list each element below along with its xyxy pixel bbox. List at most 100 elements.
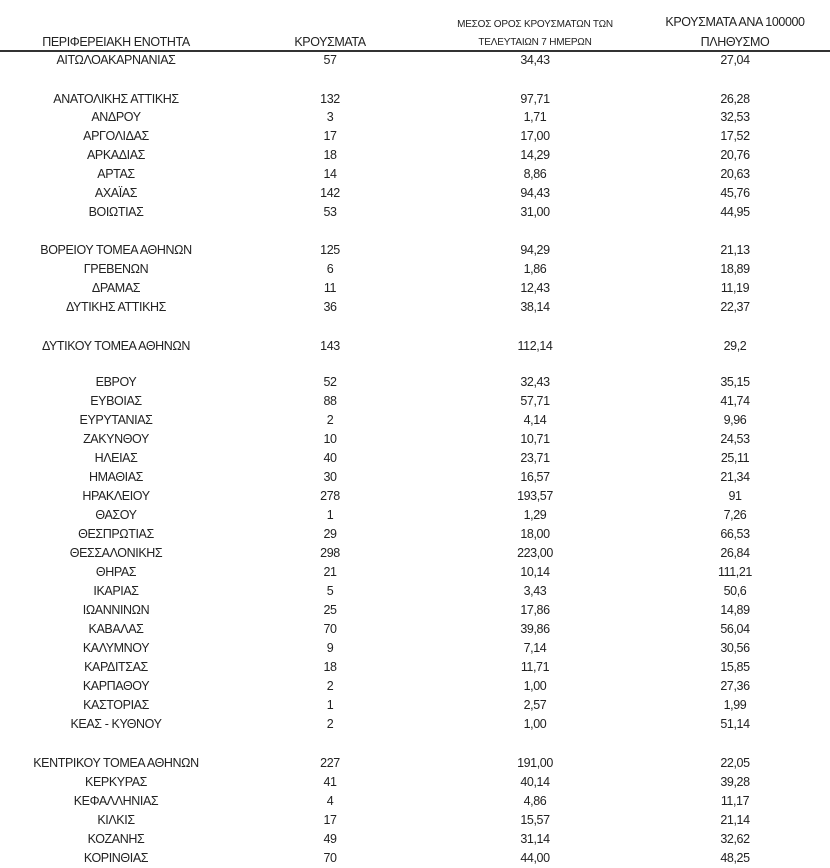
region-cell: ΙΩΑΝΝΙΝΩΝ <box>82 602 150 617</box>
cases-cell: 1 <box>326 697 334 712</box>
avg7-cell: 10,14 <box>520 564 550 579</box>
table-row: ΕΒΡΟΥ 52 32,43 35,15 <box>0 373 830 392</box>
table-row: ΙΚΑΡΙΑΣ 5 3,43 50,6 <box>0 582 830 601</box>
table-row: ΑΡΤΑΣ 14 8,86 20,63 <box>0 165 830 184</box>
per100k-cell: 22,37 <box>720 299 750 314</box>
table-row: ΔΡΑΜΑΣ 11 12,43 11,19 <box>0 279 830 298</box>
per100k-cell: 24,53 <box>720 431 750 446</box>
avg7-cell: 39,86 <box>520 621 550 636</box>
per100k-cell: 111,21 <box>718 564 752 579</box>
region-cell: ΑΡΤΑΣ <box>97 166 135 181</box>
avg7-cell: 11,71 <box>520 659 550 674</box>
region-cell: ΚΕΦΑΛΛΗΝΙΑΣ <box>73 793 159 808</box>
region-cell: ΚΟΡΙΝΘΙΑΣ <box>83 850 149 865</box>
avg7-cell: 15,57 <box>520 812 550 827</box>
cases-cell: 2 <box>326 412 334 427</box>
table-row: ΘΕΣΠΡΩΤΙΑΣ 29 18,00 66,53 <box>0 525 830 544</box>
cases-cell: 41 <box>323 774 337 789</box>
header-avg7-line2: ΤΕΛΕΥΤΑΙΩΝ 7 ΗΜΕΡΩΝ <box>478 37 592 48</box>
avg7-cell: 12,43 <box>520 280 550 295</box>
table-row: ΓΡΕΒΕΝΩΝ 6 1,86 18,89 <box>0 260 830 279</box>
region-cell: ΒΟΡΕΙΟΥ ΤΟΜΕΑ ΑΘΗΝΩΝ <box>40 242 192 257</box>
region-cell: ΘΑΣΟΥ <box>95 507 137 522</box>
per100k-cell: 11,19 <box>720 280 750 295</box>
region-cell: ΘΗΡΑΣ <box>95 564 137 579</box>
table-row: ΘΕΣΣΑΛΟΝΙΚΗΣ 298 223,00 26,84 <box>0 544 830 563</box>
avg7-cell: 40,14 <box>520 774 550 789</box>
table-row: ΖΑΚΥΝΘΟΥ 10 10,71 24,53 <box>0 430 830 449</box>
per100k-cell: 39,28 <box>720 774 750 789</box>
table-row: ΚΕΑΣ - ΚΥΘΝΟΥ 2 1,00 51,14 <box>0 715 830 734</box>
region-cell: ΑΙΤΩΛΟΑΚΑΡΝΑΝΙΑΣ <box>56 52 176 67</box>
avg7-cell: 191,00 <box>517 755 553 770</box>
per100k-cell: 32,53 <box>720 109 750 124</box>
region-cell: ΚΑΣΤΟΡΙΑΣ <box>83 697 149 712</box>
region-cell: ΕΒΡΟΥ <box>95 374 137 389</box>
table-row: ΗΡΑΚΛΕΙΟΥ 278 193,57 91 <box>0 487 830 506</box>
cases-cell: 17 <box>323 128 337 143</box>
region-cell: ΚΑΡΔΙΤΣΑΣ <box>84 659 148 674</box>
table-row: ΚΕΝΤΡΙΚΟΥ ΤΟΜΕΑ ΑΘΗΝΩΝ 227 191,00 22,05 <box>0 754 830 773</box>
region-cell: ΑΡΚΑΔΙΑΣ <box>86 147 146 162</box>
per100k-cell: 7,26 <box>723 507 747 522</box>
avg7-cell: 193,57 <box>517 488 553 503</box>
avg7-cell: 4,14 <box>523 412 547 427</box>
cases-cell: 18 <box>323 147 337 162</box>
region-cell: ΚΙΛΚΙΣ <box>97 812 135 827</box>
table-row: ΔΥΤΙΚΗΣ ΑΤΤΙΚΗΣ 36 38,14 22,37 <box>0 298 830 317</box>
cases-cell: 298 <box>320 545 340 560</box>
per100k-cell: 32,62 <box>720 831 750 846</box>
region-cell: ΔΡΑΜΑΣ <box>91 280 141 295</box>
region-cell: ΚΟΖΑΝΗΣ <box>87 831 145 846</box>
per100k-cell: 17,52 <box>720 128 750 143</box>
region-cell: ΓΡΕΒΕΝΩΝ <box>83 261 149 276</box>
header-cases: ΚΡΟΥΣΜΑΤΑ <box>294 35 366 49</box>
cases-cell: 88 <box>323 393 337 408</box>
header-per100k-line2: ΠΛΗΘΥΣΜΟ <box>700 35 770 49</box>
cases-cell: 17 <box>323 812 337 827</box>
cases-cell: 3 <box>326 109 334 124</box>
region-cell: ΑΝΑΤΟΛΙΚΗΣ ΑΤΤΙΚΗΣ <box>53 91 179 106</box>
avg7-cell: 1,86 <box>523 261 547 276</box>
table-row: ΑΝΔΡΟΥ 3 1,71 32,53 <box>0 108 830 127</box>
cases-cell: 132 <box>320 91 340 106</box>
cases-cell: 53 <box>323 204 337 219</box>
per100k-cell: 15,85 <box>720 659 750 674</box>
per100k-cell: 25,11 <box>720 450 750 465</box>
cases-cell: 70 <box>323 850 337 865</box>
avg7-cell: 8,86 <box>523 166 547 181</box>
region-cell: ΕΥΡΥΤΑΝΙΑΣ <box>79 412 153 427</box>
avg7-cell: 10,71 <box>520 431 550 446</box>
avg7-cell: 4,86 <box>523 793 547 808</box>
region-cell: ΚΕΑΣ - ΚΥΘΝΟΥ <box>70 716 162 731</box>
avg7-cell: 14,29 <box>520 147 550 162</box>
cases-cell: 49 <box>323 831 337 846</box>
per100k-cell: 20,76 <box>720 147 750 162</box>
table-row: ΚΙΛΚΙΣ 17 15,57 21,14 <box>0 811 830 830</box>
cases-cell: 125 <box>320 242 340 257</box>
table-row: ΗΜΑΘΙΑΣ 30 16,57 21,34 <box>0 468 830 487</box>
region-cell: ΚΑΡΠΑΘΟΥ <box>82 678 150 693</box>
region-cell: ΖΑΚΥΝΘΟΥ <box>83 431 149 446</box>
cases-cell: 52 <box>323 374 337 389</box>
avg7-cell: 44,00 <box>520 850 550 865</box>
region-cell: ΔΥΤΙΚΗΣ ΑΤΤΙΚΗΣ <box>66 299 166 314</box>
region-cell: ΒΟΙΩΤΙΑΣ <box>88 204 144 219</box>
region-cell: ΗΡΑΚΛΕΙΟΥ <box>82 488 150 503</box>
avg7-cell: 32,43 <box>520 374 550 389</box>
avg7-cell: 18,00 <box>520 526 550 541</box>
per100k-cell: 35,15 <box>720 374 750 389</box>
region-cell: ΚΕΝΤΡΙΚΟΥ ΤΟΜΕΑ ΑΘΗΝΩΝ <box>33 755 199 770</box>
cases-cell: 9 <box>326 640 334 655</box>
table-row: ΘΑΣΟΥ 1 1,29 7,26 <box>0 506 830 525</box>
per100k-cell: 21,13 <box>720 242 750 257</box>
table-row: ΚΕΦΑΛΛΗΝΙΑΣ 4 4,86 11,17 <box>0 792 830 811</box>
avg7-cell: 1,71 <box>523 109 547 124</box>
cases-cell: 30 <box>323 469 337 484</box>
cases-cell: 10 <box>323 431 337 446</box>
per100k-cell: 29,2 <box>723 338 747 353</box>
avg7-cell: 57,71 <box>520 393 550 408</box>
per100k-cell: 18,89 <box>720 261 750 276</box>
per100k-cell: 9,96 <box>723 412 747 427</box>
table-row: ΕΥΒΟΙΑΣ 88 57,71 41,74 <box>0 392 830 411</box>
